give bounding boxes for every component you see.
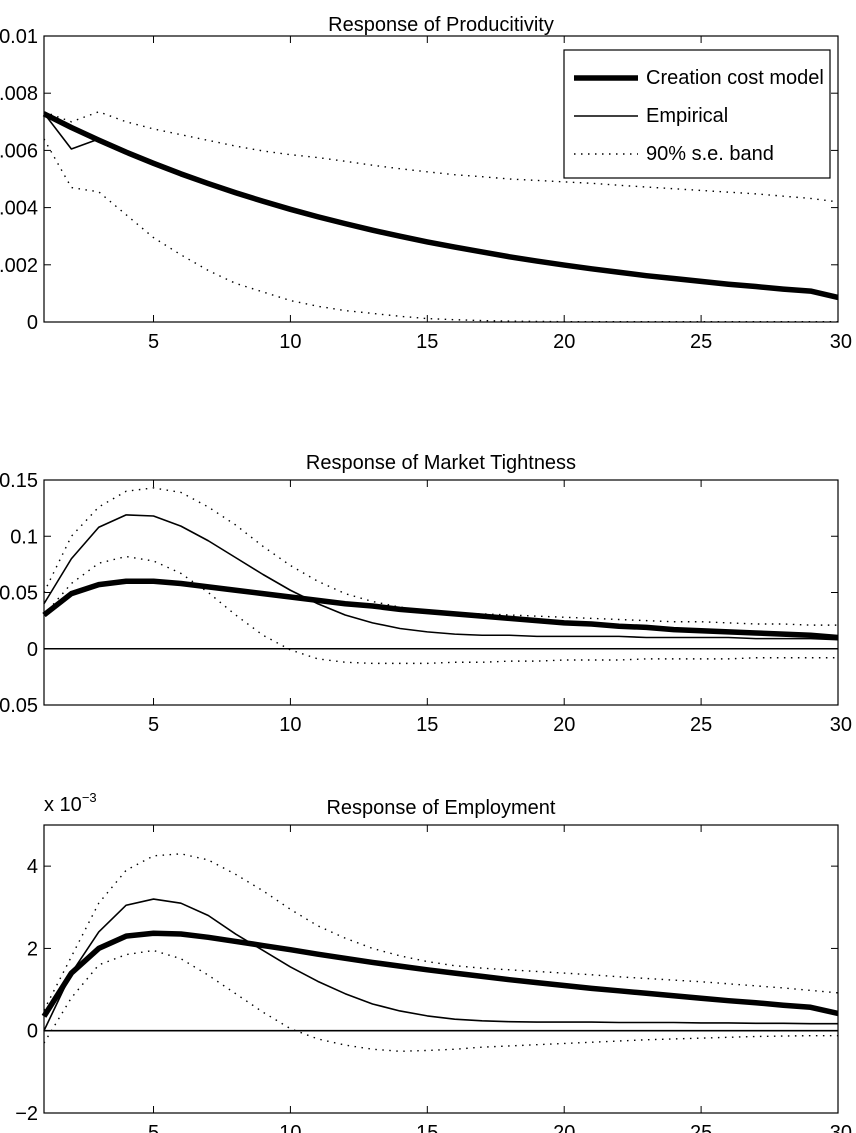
series-line-empirical <box>43 898 838 1032</box>
y-tick-label: −0.05 <box>0 695 38 717</box>
y-tick-label: 0.15 <box>0 470 38 492</box>
axes-box <box>43 824 839 1114</box>
series-line-se-band-3 <box>43 555 838 665</box>
y-tick-label: 4 <box>27 856 38 878</box>
legend-label: Empirical <box>646 105 728 127</box>
axes-box <box>43 35 839 323</box>
y-tick-label: 0.004 <box>0 198 38 220</box>
y-multiplier-base: x 10 <box>44 794 82 816</box>
y-tick-label: 0.002 <box>0 255 38 277</box>
x-tick-label: 5 <box>148 714 159 736</box>
x-tick-label: 25 <box>690 1122 712 1133</box>
series-line-se-band-2 <box>43 111 839 203</box>
panel-employment: Response of Employment 5 10 15 20 25 30 −2 0 2 4 x … <box>15 790 852 1133</box>
series-line-creation-cost-model <box>42 578 839 641</box>
x-tick-label: 10 <box>279 331 301 353</box>
panel-productivity: Response of Producitivity 5 10 15 20 25 30 0 0.0… <box>0 14 852 353</box>
x-tick-label: 5 <box>148 331 159 353</box>
series-line-se-band-3 <box>43 949 838 1052</box>
y-tick-label: 0 <box>27 312 38 334</box>
legend-label: 90% s.e. band <box>646 143 774 165</box>
x-tick-label: 25 <box>690 331 712 353</box>
series-line-creation-cost-model <box>42 111 839 301</box>
axes-box <box>43 479 839 706</box>
chart-title: Response of Employment <box>326 797 555 819</box>
x-tick-label: 10 <box>279 1122 301 1133</box>
y-multiplier-exponent: −3 <box>82 790 97 805</box>
legend-label: Creation cost model <box>646 67 824 89</box>
y-tick-label: 0 <box>27 639 38 661</box>
x-tick-label: 30 <box>830 331 852 353</box>
y-multiplier: x 10−3 <box>44 790 97 816</box>
y-tick-label: 0.01 <box>0 26 38 48</box>
series-line-se-band-2 <box>43 487 838 626</box>
x-tick-label: 20 <box>553 331 575 353</box>
series-line-creation-cost-model <box>41 930 839 1018</box>
legend-box <box>563 49 831 179</box>
x-tick-label: 30 <box>830 1122 852 1133</box>
x-tick-label: 20 <box>553 1122 575 1133</box>
x-tick-label: 30 <box>830 714 852 736</box>
x-tick-label: 15 <box>416 1122 438 1133</box>
y-tick-label: 0.008 <box>0 83 38 105</box>
y-tick-label: 0 <box>27 1021 38 1043</box>
x-tick-label: 15 <box>416 331 438 353</box>
y-tick-label: 0.05 <box>0 583 38 605</box>
x-tick-label: 15 <box>416 714 438 736</box>
panel-market-tightness: Response of Market Tightness 5 10 15 20 25 30 −… <box>0 452 852 736</box>
x-tick-label: 10 <box>279 714 301 736</box>
y-tick-label: 2 <box>27 938 38 960</box>
chart-title: Response of Market Tightness <box>306 452 576 474</box>
x-tick-label: 20 <box>553 714 575 736</box>
y-tick-label: 0.1 <box>10 526 38 548</box>
chart-title: Response of Producitivity <box>328 14 554 36</box>
y-tick-label: −2 <box>15 1103 38 1125</box>
x-tick-label: 25 <box>690 714 712 736</box>
series-line-empirical <box>43 514 839 641</box>
y-tick-label: 0.006 <box>0 140 38 162</box>
x-tick-label: 5 <box>148 1122 159 1133</box>
